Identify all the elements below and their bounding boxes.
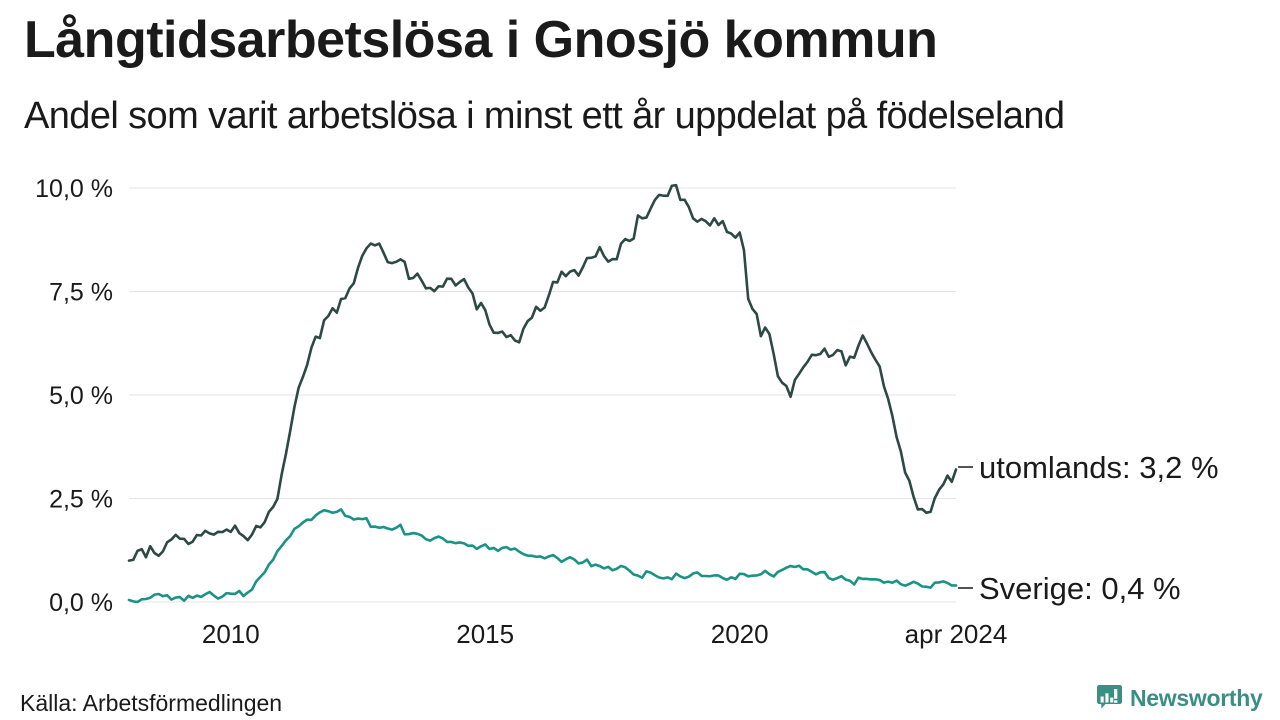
- svg-text:2,5 %: 2,5 %: [49, 486, 113, 514]
- svg-text:10,0 %: 10,0 %: [35, 175, 113, 203]
- svg-text:Sverige: 0,4 %: Sverige: 0,4 %: [979, 571, 1181, 606]
- svg-text:2020: 2020: [711, 619, 769, 649]
- svg-text:2015: 2015: [456, 619, 514, 649]
- svg-text:5,0 %: 5,0 %: [49, 382, 113, 410]
- svg-text:apr 2024: apr 2024: [905, 619, 1008, 649]
- svg-text:7,5 %: 7,5 %: [49, 279, 113, 307]
- svg-text:0,0 %: 0,0 %: [49, 589, 113, 617]
- svg-text:utomlands: 3,2 %: utomlands: 3,2 %: [979, 450, 1219, 485]
- svg-text:2010: 2010: [202, 619, 260, 649]
